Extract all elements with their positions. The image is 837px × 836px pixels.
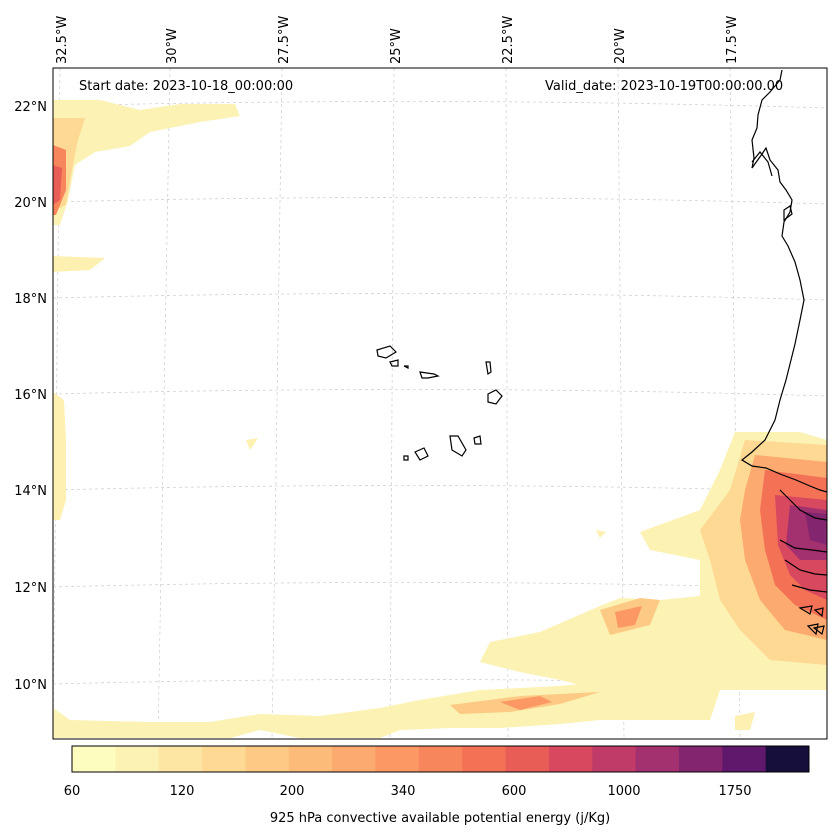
parallel-18N <box>53 293 827 301</box>
guinea-bissau-coast <box>779 539 827 593</box>
cape-region-nw <box>53 100 240 225</box>
colorbar-tick: 600 <box>502 784 527 799</box>
cabo-verde-brava <box>403 455 409 461</box>
colorbar-tick: 1000 <box>607 784 640 799</box>
lon-label: 20°W <box>613 28 628 64</box>
lon-label: 17.5°W <box>725 16 740 64</box>
latitude-labels: 22°N 20°N 18°N 16°N 14°N 12°N 10°N <box>14 100 47 693</box>
cape-region-nw-peak <box>53 165 62 205</box>
colorbar-tick: 1750 <box>718 784 751 799</box>
parallel-12N <box>53 582 827 590</box>
colorbar-ticks: 60 120 200 340 600 1000 1750 <box>64 784 752 799</box>
cabo-verde-boa-vista <box>487 389 503 405</box>
lon-label: 27.5°W <box>277 16 292 64</box>
cape-region-s2 <box>53 676 720 738</box>
colorbar-cells <box>72 746 810 772</box>
cape-region-s1-core <box>615 606 642 628</box>
lon-label: 30°W <box>165 28 180 64</box>
colorbar-cell <box>635 746 680 772</box>
valid-date-label: Valid_date: 2023-10-19T00:00:00.00 <box>545 79 783 94</box>
colorbar-cell <box>505 746 550 772</box>
colorbar-label: 925 hPa convective available potential e… <box>270 811 610 826</box>
colorbar-cell <box>462 746 507 772</box>
colorbar-cell <box>158 746 203 772</box>
colorbar-cell <box>592 746 637 772</box>
gambia-coast <box>779 489 827 521</box>
colorbar-tick: 120 <box>170 784 195 799</box>
colorbar-tick: 340 <box>391 784 416 799</box>
parallel-14N <box>53 485 827 493</box>
africa-coastline <box>740 69 827 493</box>
start-date-label: Start date: 2023-10-18_00:00:00 <box>79 79 293 94</box>
colorbar-tick: 200 <box>280 784 305 799</box>
colorbar-tick: 60 <box>64 784 81 799</box>
colorbar-cell <box>418 746 463 772</box>
lon-label: 22.5°W <box>501 16 516 64</box>
cabo-verde-santiago <box>449 435 467 457</box>
cape-region-w15 <box>53 392 66 520</box>
cape-region-small <box>246 438 258 450</box>
meridian-25W <box>389 68 395 739</box>
colorbar-cell <box>548 746 593 772</box>
cabo-verde-sal <box>485 361 492 376</box>
bijagos-islands <box>798 605 825 636</box>
senegal-coast-detail <box>751 151 793 222</box>
cabo-verde-sao-vicente <box>389 359 399 367</box>
cape-region-s3 <box>735 712 755 730</box>
coastlines <box>376 69 827 636</box>
cabo-verde-fogo <box>414 447 429 461</box>
parallel-10N <box>53 679 827 687</box>
cabo-verde-santo-antao <box>376 345 397 359</box>
colorbar-cell <box>332 746 376 772</box>
colorbar-cell <box>678 746 723 772</box>
lat-label: 10°N <box>14 678 47 693</box>
map-plot-area <box>52 67 828 740</box>
parallel-20N <box>53 197 827 205</box>
lat-label: 20°N <box>14 196 47 211</box>
lat-label: 12°N <box>14 581 47 596</box>
parallel-16N <box>53 389 827 397</box>
meridian-32.5W <box>53 68 61 739</box>
colorbar-frame <box>71 745 810 773</box>
cabo-verde-sao-nicolau <box>419 371 440 379</box>
cabo-verde-santa-luzia <box>403 365 409 369</box>
longitude-labels: 32.5°W 30°W 27.5°W 25°W 22.5°W 20°W 17.5… <box>55 16 740 64</box>
parallel-22N <box>53 101 827 109</box>
lon-label: 32.5°W <box>55 16 70 64</box>
colorbar-cell <box>375 746 420 772</box>
lat-label: 22°N <box>14 100 47 115</box>
plot-frame <box>52 67 828 740</box>
cabo-verde-maio <box>473 435 482 445</box>
lat-label: 18°N <box>14 292 47 307</box>
cape-region-w18 <box>53 256 105 272</box>
lon-label: 25°W <box>389 28 404 64</box>
meridian-30W <box>157 68 171 739</box>
colorbar-cell <box>115 746 160 772</box>
meridian-22.5W <box>505 68 509 739</box>
colorbar-cell <box>245 746 290 772</box>
colorbar: 60 120 200 340 600 1000 1750 925 hPa con… <box>64 745 810 826</box>
cape-region-se-7 <box>805 512 827 545</box>
colorbar-cell <box>765 746 810 772</box>
meridian-27.5W <box>271 68 283 739</box>
cape-region-s2-core <box>500 696 552 710</box>
colorbar-cell <box>202 746 246 772</box>
lat-label: 14°N <box>14 484 47 499</box>
cape-region-se-blob <box>596 530 606 538</box>
colorbar-cell <box>722 746 767 772</box>
colorbar-cell <box>72 746 116 772</box>
lat-label: 16°N <box>14 388 47 403</box>
colorbar-cell <box>288 746 333 772</box>
